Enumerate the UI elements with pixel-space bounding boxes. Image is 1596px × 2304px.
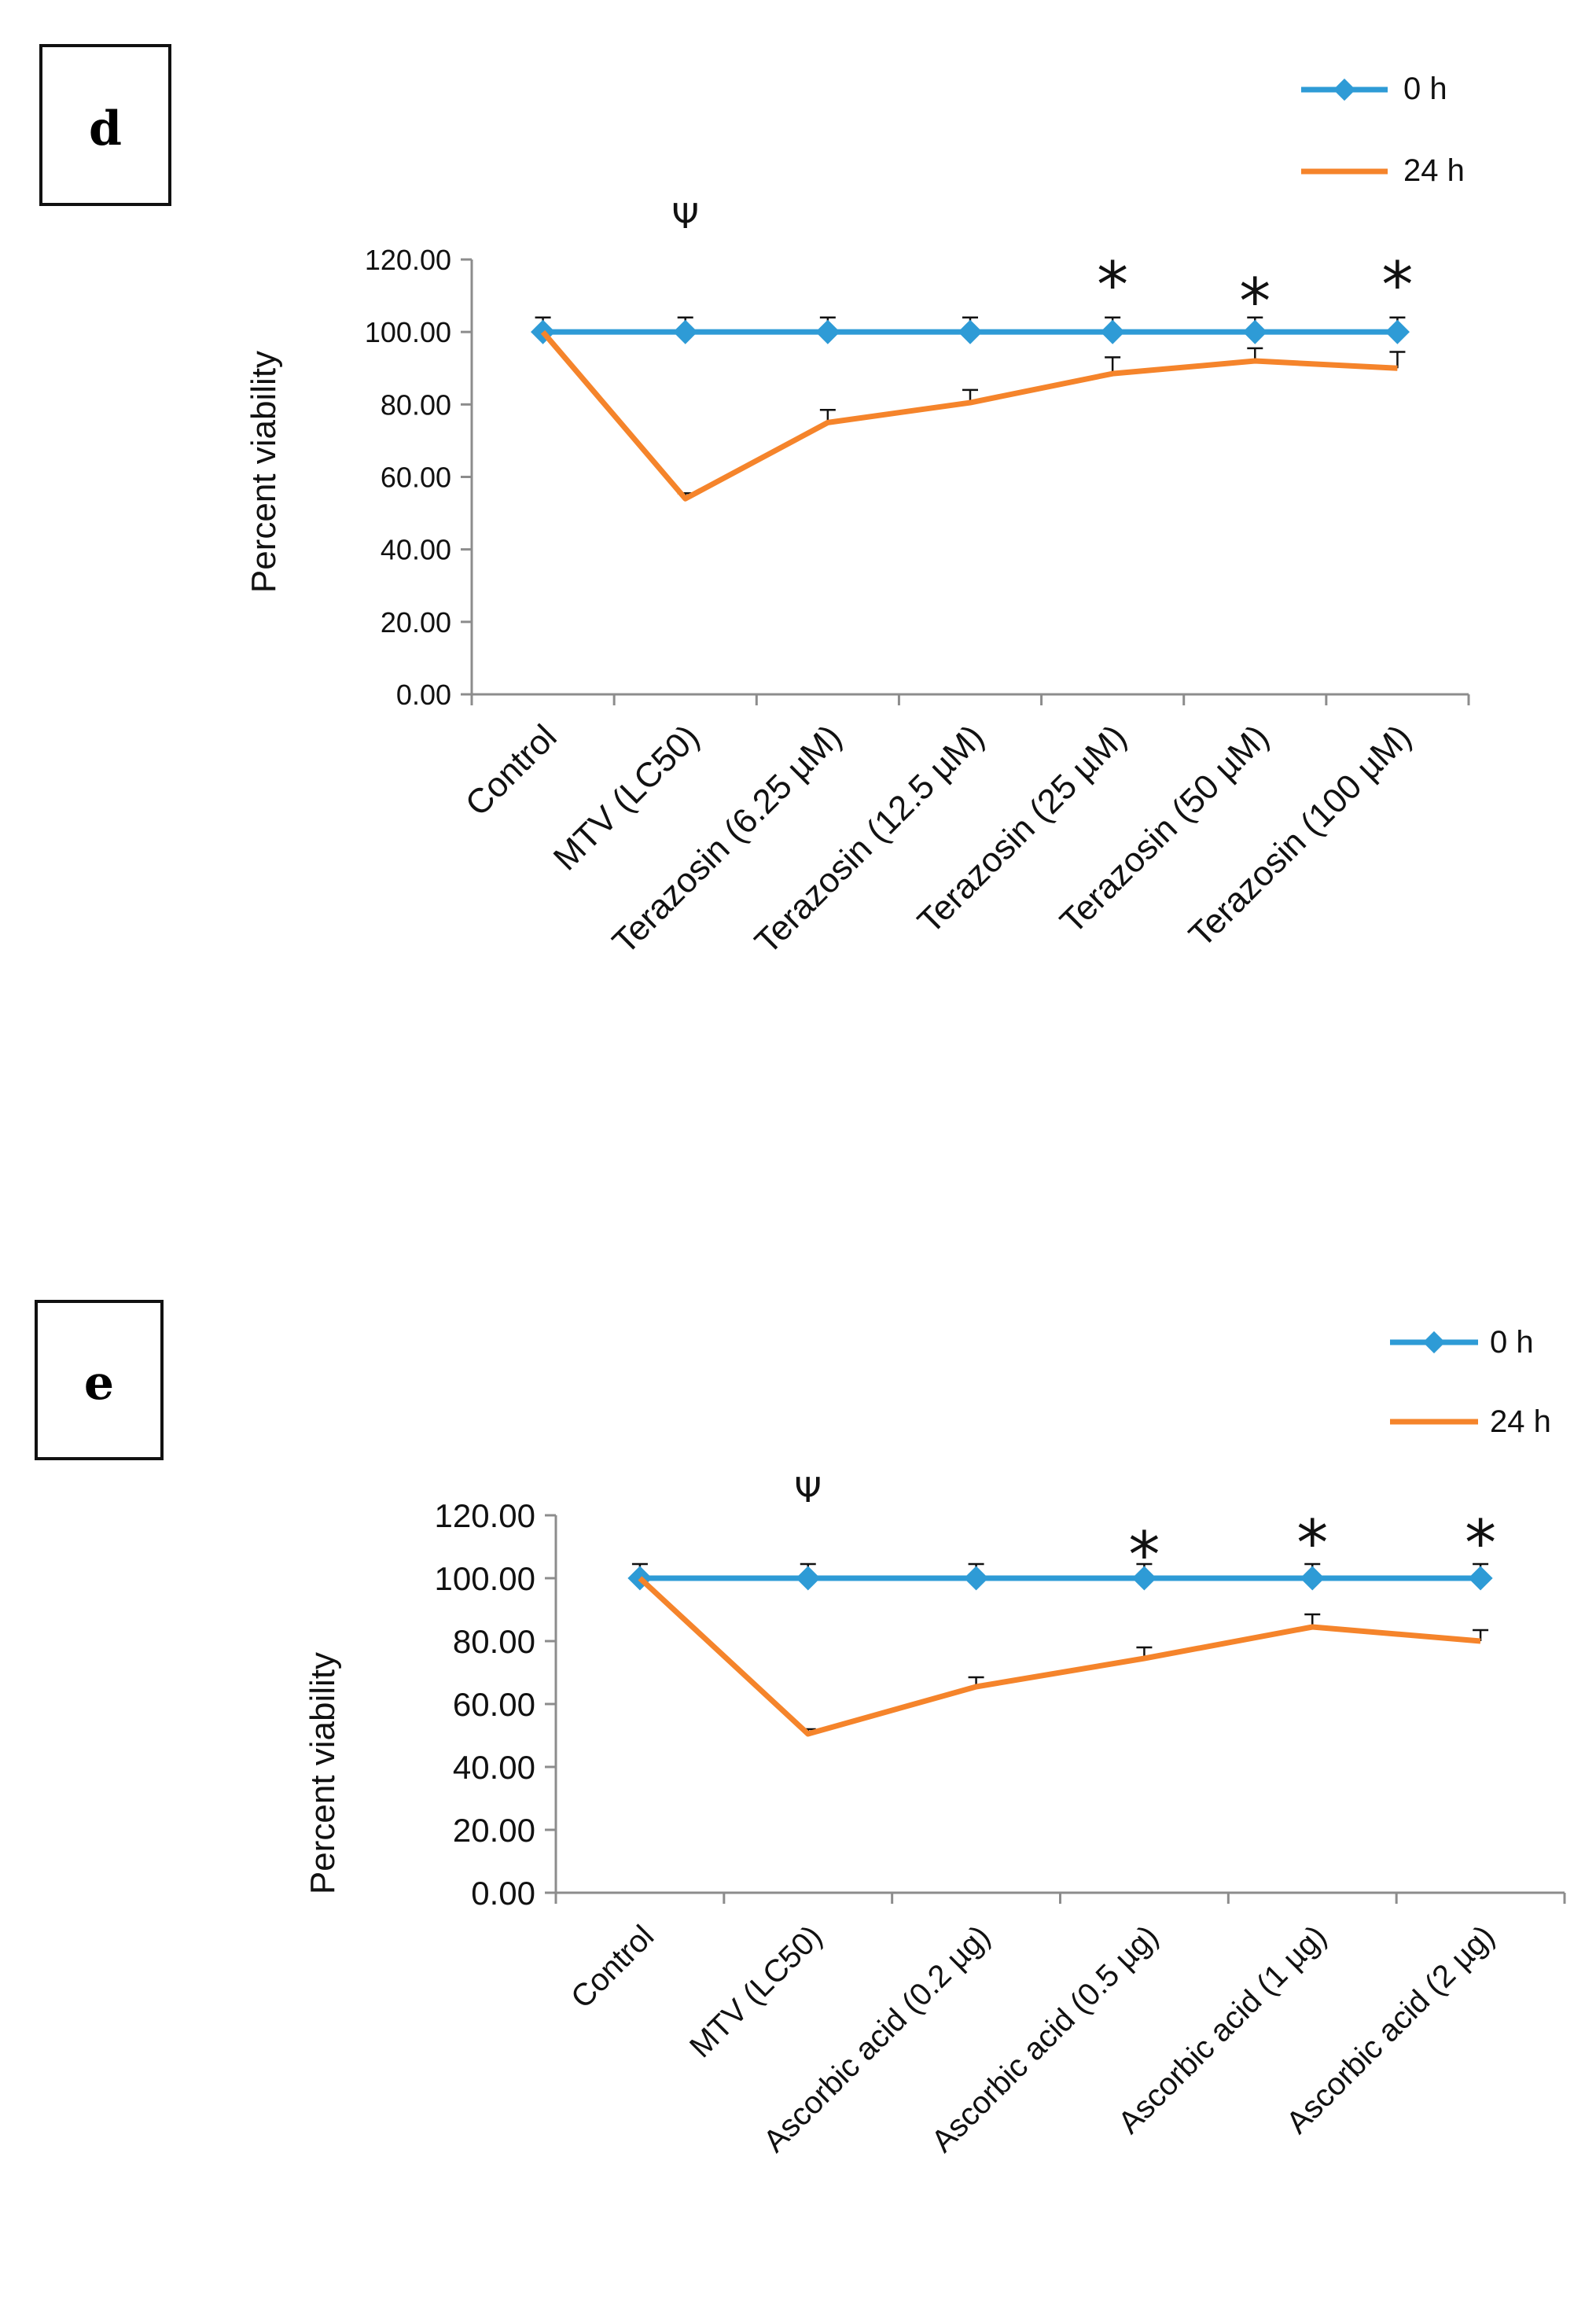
panel-d-label: d (89, 101, 122, 156)
panel-e-label: e (84, 1356, 114, 1411)
panel-d-plot-area: 0.00 20.00 40.00 60.00 80.00 100.00 120.00 Cont… (365, 197, 1470, 962)
significance-star: * (1128, 1518, 1160, 1592)
legend-0h-marker (1333, 78, 1356, 101)
x-category-label: Control (458, 717, 564, 823)
x-category-label: MTV (LC50) (546, 717, 707, 878)
series-0h-point (1242, 319, 1267, 344)
panel-e-chart: e 0 h 24 h Percent viability 0.00 20.00 40… (35, 1300, 1566, 2159)
y-tick-label: 60.00 (381, 461, 451, 493)
legend-24h-label: 24 h (1490, 1404, 1551, 1439)
series-0h-point (1100, 319, 1125, 344)
y-tick-label: 40.00 (453, 1749, 535, 1786)
series-0h-point (1300, 1566, 1325, 1591)
y-tick-label: 20.00 (453, 1812, 535, 1849)
significance-star: * (1097, 248, 1128, 322)
y-tick-label: 40.00 (381, 534, 451, 566)
y-tick-label: 80.00 (453, 1623, 535, 1660)
significance-psi: Ψ (671, 197, 699, 237)
significance-star: * (1381, 248, 1413, 322)
series-0h-point (1131, 1566, 1157, 1591)
panel-d-legend: 0 h 24 h (1301, 72, 1465, 188)
significance-psi: Ψ (794, 1470, 822, 1511)
y-tick-label: 0.00 (471, 1875, 535, 1912)
panel-d-chart: d 0 h 24 h Percent viability 0.00 20.00 40… (39, 44, 1470, 962)
y-tick-label: 0.00 (396, 679, 451, 711)
panel-e-legend: 0 h 24 h (1390, 1325, 1551, 1439)
panel-e-plot-area: 0.00 20.00 40.00 60.00 80.00 100.00 120.00 Cont… (435, 1470, 1566, 2159)
panel-e-y-axis-label: Percent viability (303, 1652, 342, 1894)
y-tick-label: 80.00 (381, 388, 451, 421)
legend-0h-label: 0 h (1490, 1325, 1534, 1360)
y-tick-label: 20.00 (381, 606, 451, 639)
panel-e-label-box: e (35, 1300, 164, 1460)
legend-24h-label: 24 h (1403, 153, 1465, 188)
significance-star: * (1465, 1507, 1496, 1580)
series-24h-line (540, 329, 1398, 502)
series-0h-point (958, 319, 983, 344)
y-tick-label: 120.00 (435, 1497, 535, 1534)
series-0h-point (1468, 1566, 1493, 1591)
panel-d-label-box: d (39, 44, 171, 206)
y-tick-label: 60.00 (453, 1686, 535, 1723)
significance-star: * (1296, 1507, 1328, 1580)
y-tick-label: 100.00 (365, 316, 451, 348)
series-0h-point (815, 319, 840, 344)
x-category-label: Control (564, 1919, 660, 2015)
y-tick-label: 100.00 (435, 1560, 535, 1597)
series-0h-point (796, 1566, 821, 1591)
series-0h-point (673, 319, 698, 344)
legend-0h-marker (1422, 1331, 1446, 1354)
series-0h-point (1385, 319, 1410, 344)
legend-0h-label: 0 h (1403, 72, 1447, 106)
y-tick-label: 120.00 (365, 244, 451, 276)
series-24h-line (638, 1576, 1481, 1737)
panel-d-y-axis-label: Percent viability (245, 351, 283, 593)
x-category-label: MTV (LC50) (683, 1919, 829, 2064)
significance-star: * (1239, 265, 1271, 338)
series-0h-point (964, 1566, 989, 1591)
